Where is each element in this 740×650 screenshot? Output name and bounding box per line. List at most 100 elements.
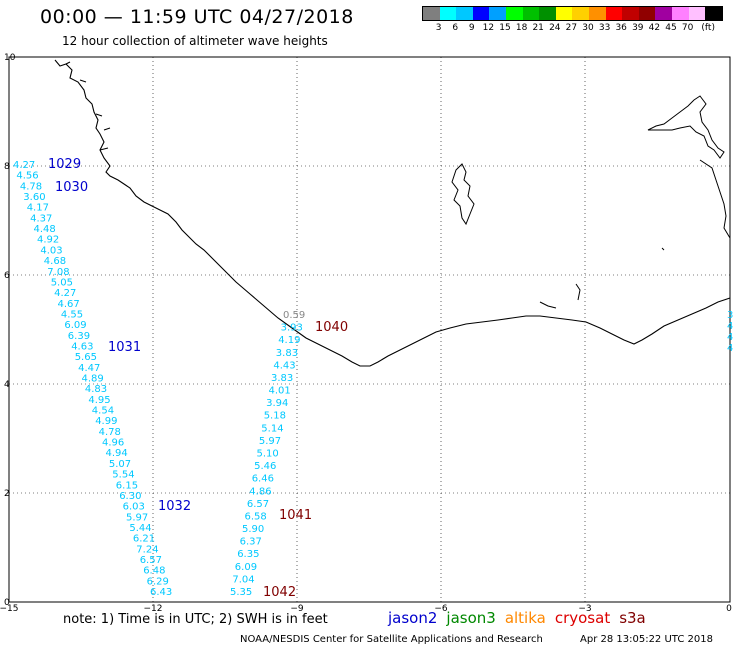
- wave-height-value: 6.57: [140, 555, 162, 566]
- legend-swatch: [456, 7, 473, 20]
- wave-height-value: 6.09: [64, 320, 86, 331]
- edge-value: 4: [727, 321, 733, 332]
- wave-height-value: 4.89: [82, 374, 104, 385]
- wave-height-value: 6.46: [252, 474, 274, 485]
- wave-height-value: 6.39: [68, 331, 90, 342]
- y-tick-label: 6: [4, 271, 10, 281]
- wave-height-value: 4.86: [249, 486, 271, 497]
- legend-label: 42: [648, 23, 661, 33]
- legend-swatch: [522, 7, 540, 20]
- legend-label: 6: [452, 23, 459, 33]
- wave-height-value: 4.55: [61, 309, 83, 320]
- wave-height-value: 3.83: [271, 373, 293, 384]
- wave-height-value: 5.44: [129, 523, 151, 534]
- x-tick-label: −3: [578, 604, 591, 614]
- wave-height-value: 4.67: [58, 299, 80, 310]
- wave-height-value: 5.90: [242, 524, 264, 535]
- wave-height-value: 4.27: [54, 288, 76, 299]
- wave-height-value: 4.17: [27, 203, 49, 214]
- legend-swatch: [588, 7, 606, 20]
- track-id-label: 1029: [48, 157, 81, 172]
- x-tick-label: −12: [144, 604, 163, 614]
- wave-height-value: 6.15: [116, 480, 138, 491]
- legend-label: 70: [681, 23, 694, 33]
- timestamp: Apr 28 13:05:22 UTC 2018: [580, 634, 713, 645]
- legend-swatch: [671, 7, 689, 20]
- map-subtitle: 12 hour collection of altimeter wave hei…: [62, 34, 328, 48]
- legend-label: 18: [515, 23, 528, 33]
- satellite-label: jason3: [446, 609, 496, 627]
- satellite-label: cryosat: [554, 609, 611, 627]
- inland-water: [451, 95, 731, 309]
- wave-height-value: 6.58: [245, 512, 267, 523]
- legend-swatch: [472, 7, 490, 20]
- legend-label: 24: [549, 23, 561, 33]
- wave-height-value: 4.83: [85, 384, 107, 395]
- legend-swatch: [489, 7, 506, 20]
- credit-text: NOAA/NESDIS Center for Satellite Applica…: [240, 634, 543, 645]
- legend-swatch: [655, 7, 672, 20]
- legend-swatches: [422, 6, 723, 21]
- wave-height-value: 4.48: [34, 224, 56, 235]
- wave-height-value: 5.65: [75, 352, 97, 363]
- wave-height-legend: 3 6 9 12 15 18 21 24 27 30 33 36 39 42 45 70 (ft): [422, 6, 723, 33]
- wave-height-value: 0.59: [283, 310, 305, 321]
- wave-height-value: 6.37: [240, 537, 262, 548]
- wave-height-value: 3.60: [23, 192, 45, 203]
- wave-height-value: 6.21: [133, 534, 155, 545]
- grid-lines: [9, 57, 730, 602]
- track-id-label: 1032: [158, 499, 191, 514]
- wave-height-value: 3.93: [281, 323, 303, 334]
- legend-swatch: [622, 7, 639, 20]
- legend-label: 21: [532, 23, 544, 33]
- x-tick-label: −6: [434, 604, 448, 614]
- legend-swatch: [705, 7, 722, 20]
- legend-swatch: [555, 7, 573, 20]
- legend-label: 3: [435, 23, 442, 33]
- y-tick-label: 4: [4, 380, 10, 390]
- map-title: 00:00 — 11:59 UTC 04/27/2018: [40, 6, 354, 28]
- legend-swatch: [423, 7, 440, 20]
- track-id-label: 1030: [55, 180, 88, 195]
- legend-label: 27: [565, 23, 578, 33]
- plot-border: [8, 56, 731, 603]
- wave-height-value: 4.37: [30, 213, 52, 224]
- wave-height-value: 4.47: [78, 363, 100, 374]
- wave-height-value: 4.56: [16, 171, 38, 182]
- coastline: [54, 59, 731, 367]
- edge-value: 4: [727, 332, 733, 343]
- track-labels: 1029 1030 1031 1032 1040 1041 1042: [48, 157, 348, 600]
- wave-height-value: 4.43: [273, 360, 295, 371]
- wave-height-value: 3.94: [266, 398, 288, 409]
- legend-label: (ft): [701, 23, 715, 33]
- wave-height-value: 7.04: [232, 574, 254, 585]
- legend-swatch: [505, 7, 523, 20]
- edge-value: 3: [727, 310, 733, 321]
- wave-height-value: 5.18: [264, 411, 286, 422]
- wave-height-value: 6.43: [150, 587, 172, 598]
- wave-height-value: 6.35: [237, 549, 259, 560]
- wave-height-value: 4.54: [92, 406, 114, 417]
- track-values: 4.274.564.783.604.174.374.484.924.034.68…: [13, 160, 733, 598]
- wave-height-value: 5.05: [51, 277, 73, 288]
- wave-height-value: 5.46: [254, 461, 276, 472]
- wave-height-value: 6.03: [123, 502, 145, 513]
- legend-swatch: [572, 7, 589, 20]
- y-tick-label: 10: [4, 53, 16, 63]
- legend-label: 9: [468, 23, 475, 33]
- wave-height-value: 7.08: [47, 267, 69, 278]
- track-id-label: 1041: [279, 508, 312, 523]
- wave-height-value: 4.99: [95, 416, 117, 427]
- wave-height-value: 5.07: [109, 459, 131, 470]
- legend-label: 45: [665, 23, 677, 33]
- wave-height-value: 5.97: [259, 436, 281, 447]
- wave-height-value: 5.10: [257, 449, 279, 460]
- edge-value: 4: [727, 343, 733, 354]
- x-tick-label: 0: [726, 604, 732, 614]
- legend-swatch: [605, 7, 623, 20]
- legend-swatch: [638, 7, 656, 20]
- legend-label: 12: [482, 23, 495, 33]
- track-id-label: 1040: [315, 320, 348, 335]
- wave-height-value: 4.03: [40, 245, 62, 256]
- legend-swatch: [688, 7, 706, 20]
